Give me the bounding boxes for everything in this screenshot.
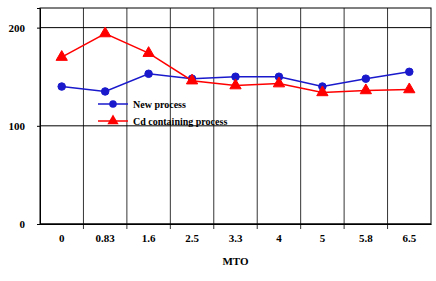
x-tick: 0.83 xyxy=(96,224,116,244)
plot: 0 100 200 0 0.83 1.6 2.5 3.3 4 5 5.8 6.5 New process… xyxy=(9,8,432,244)
series-marker xyxy=(58,83,66,91)
legend-label: Cd containing process xyxy=(133,116,227,127)
x-tick-label: 3.3 xyxy=(229,232,243,244)
plot-frame xyxy=(40,8,431,224)
series-line xyxy=(62,34,410,93)
x-tick-label: 2.5 xyxy=(185,232,199,244)
series-marker xyxy=(360,84,371,94)
x-tick-label: 4 xyxy=(276,232,282,244)
category-divider xyxy=(257,8,258,229)
y-tick: 0 xyxy=(20,218,41,230)
x-axis-line xyxy=(41,224,432,225)
series-marker xyxy=(404,83,415,93)
x-tick-label: 0.83 xyxy=(96,232,116,244)
x-tick-label: 5 xyxy=(320,232,326,244)
x-tick-label: 5.8 xyxy=(359,232,373,244)
series-line xyxy=(62,72,410,92)
category-divider xyxy=(83,8,84,229)
grid-line xyxy=(40,125,431,126)
y-tick-label: 100 xyxy=(9,120,26,132)
series-marker xyxy=(230,79,241,89)
series-marker xyxy=(273,77,284,87)
chart: 0 100 200 0 0.83 1.6 2.5 3.3 4 5 5.8 6.5 New process… xyxy=(0,0,436,281)
series-marker xyxy=(100,27,111,37)
legend-marker xyxy=(109,100,117,108)
series-marker xyxy=(405,68,413,76)
y-tick-mark xyxy=(37,28,40,29)
legend-label: New process xyxy=(133,99,186,110)
series-marker xyxy=(362,75,370,83)
x-tick-label: 1.6 xyxy=(142,232,156,244)
y-tick-mark xyxy=(37,224,40,225)
x-tick: 5 xyxy=(320,224,326,244)
y-tick: 200 xyxy=(9,22,41,34)
series-area xyxy=(56,27,415,96)
category-divider xyxy=(344,8,345,229)
legend: New process Cd containing process xyxy=(98,99,227,127)
category-divider xyxy=(126,8,127,229)
y-tick: 100 xyxy=(9,120,41,132)
series-marker xyxy=(56,51,67,61)
x-tick: 1.6 xyxy=(142,224,156,244)
series-marker xyxy=(143,47,154,57)
legend-marker xyxy=(107,114,118,124)
x-tick-label: 0 xyxy=(59,232,65,244)
series-marker xyxy=(317,86,328,96)
x-tick: 6.5 xyxy=(402,224,416,244)
x-tick: 2.5 xyxy=(185,224,199,244)
x-tick: 3.3 xyxy=(229,224,243,244)
y-axis-line xyxy=(37,9,41,225)
category-divider xyxy=(300,8,301,229)
category-divider xyxy=(387,8,388,229)
y-tick-label: 200 xyxy=(9,22,26,34)
x-tick: 4 xyxy=(276,224,282,244)
series-marker xyxy=(186,74,197,84)
grid-line xyxy=(40,224,431,225)
y-tick-label: 0 xyxy=(20,218,26,230)
x-tick-label: 6.5 xyxy=(402,232,416,244)
x-tick: 0 xyxy=(59,224,65,244)
series-marker xyxy=(101,88,109,96)
y-axis: 0 100 200 xyxy=(9,9,41,231)
grid-line xyxy=(40,27,431,28)
x-tick: 5.8 xyxy=(359,224,373,244)
x-axis: 0 0.83 1.6 2.5 3.3 4 5 5.8 6.5 xyxy=(41,224,432,244)
x-axis-title: MTO xyxy=(222,255,249,267)
y-tick-mark xyxy=(37,126,40,127)
series-marker xyxy=(145,70,153,78)
